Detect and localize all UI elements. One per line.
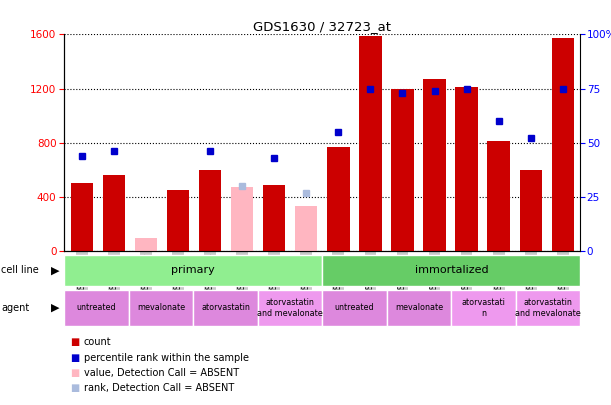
Bar bbox=[167, 190, 189, 251]
Title: GDS1630 / 32723_at: GDS1630 / 32723_at bbox=[254, 20, 391, 33]
Text: agent: agent bbox=[1, 303, 29, 313]
Text: primary: primary bbox=[171, 265, 215, 275]
Text: ■: ■ bbox=[70, 384, 79, 393]
Bar bbox=[359, 36, 382, 251]
Text: mevalonate: mevalonate bbox=[137, 303, 185, 312]
Bar bbox=[323, 255, 580, 286]
Bar bbox=[134, 238, 157, 251]
Bar bbox=[455, 87, 478, 251]
Text: mevalonate: mevalonate bbox=[395, 303, 443, 312]
Bar bbox=[295, 207, 318, 251]
Text: percentile rank within the sample: percentile rank within the sample bbox=[84, 353, 249, 362]
Text: untreated: untreated bbox=[335, 303, 375, 312]
Bar bbox=[64, 290, 129, 326]
Bar bbox=[423, 79, 446, 251]
Text: ■: ■ bbox=[70, 337, 79, 347]
Text: ▶: ▶ bbox=[51, 265, 60, 275]
Text: atorvastatin
and mevalonate: atorvastatin and mevalonate bbox=[515, 298, 581, 318]
Bar bbox=[387, 290, 452, 326]
Text: value, Detection Call = ABSENT: value, Detection Call = ABSENT bbox=[84, 368, 239, 378]
Bar bbox=[519, 170, 542, 251]
Text: ▶: ▶ bbox=[51, 303, 60, 313]
Bar bbox=[129, 290, 193, 326]
Text: atorvastati
n: atorvastati n bbox=[462, 298, 505, 318]
Bar bbox=[327, 147, 349, 251]
Bar bbox=[64, 255, 323, 286]
Bar bbox=[193, 290, 258, 326]
Text: ■: ■ bbox=[70, 368, 79, 378]
Bar bbox=[391, 89, 414, 251]
Text: untreated: untreated bbox=[76, 303, 116, 312]
Text: atorvastatin
and mevalonate: atorvastatin and mevalonate bbox=[257, 298, 323, 318]
Text: immortalized: immortalized bbox=[415, 265, 488, 275]
Bar bbox=[70, 183, 93, 251]
Bar bbox=[231, 188, 254, 251]
Bar bbox=[323, 290, 387, 326]
Bar bbox=[263, 185, 285, 251]
Bar bbox=[488, 141, 510, 251]
Text: count: count bbox=[84, 337, 111, 347]
Bar bbox=[103, 175, 125, 251]
Bar bbox=[258, 290, 323, 326]
Bar bbox=[199, 170, 221, 251]
Bar bbox=[552, 38, 574, 251]
Bar bbox=[452, 290, 516, 326]
Text: rank, Detection Call = ABSENT: rank, Detection Call = ABSENT bbox=[84, 384, 234, 393]
Text: cell line: cell line bbox=[1, 265, 39, 275]
Text: ■: ■ bbox=[70, 353, 79, 362]
Bar bbox=[516, 290, 580, 326]
Text: atorvastatin: atorvastatin bbox=[201, 303, 250, 312]
